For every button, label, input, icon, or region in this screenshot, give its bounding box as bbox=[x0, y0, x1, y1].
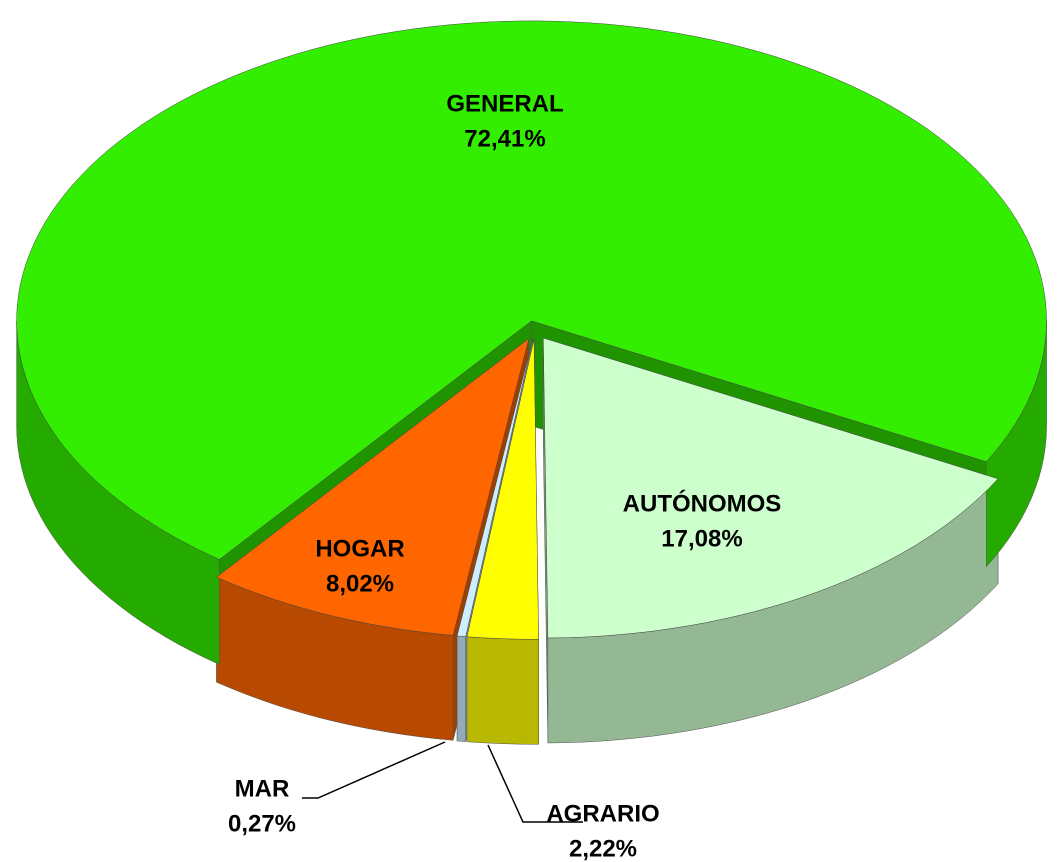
slice bbox=[456, 339, 534, 637]
slice-value-label: 17,08% bbox=[661, 525, 742, 552]
slice bbox=[466, 339, 539, 640]
slice-label: AGRARIO bbox=[546, 800, 659, 827]
slice-value-label: 72,41% bbox=[464, 125, 545, 152]
slice-value-label: 2,22% bbox=[569, 835, 637, 862]
leader-line bbox=[302, 741, 446, 799]
slice-side bbox=[466, 636, 539, 745]
slice-side bbox=[456, 635, 466, 742]
leader-line bbox=[487, 744, 583, 823]
slice-label: MAR bbox=[235, 775, 290, 802]
slice bbox=[16, 20, 1047, 560]
slice-label: AUTÓNOMOS bbox=[623, 489, 782, 517]
slice-value-label: 0,27% bbox=[228, 810, 296, 837]
slice-value-label: 8,02% bbox=[326, 570, 394, 597]
slice bbox=[543, 337, 999, 639]
slice-label: HOGAR bbox=[315, 535, 404, 562]
slice bbox=[216, 337, 530, 636]
slice-label: GENERAL bbox=[446, 90, 563, 117]
